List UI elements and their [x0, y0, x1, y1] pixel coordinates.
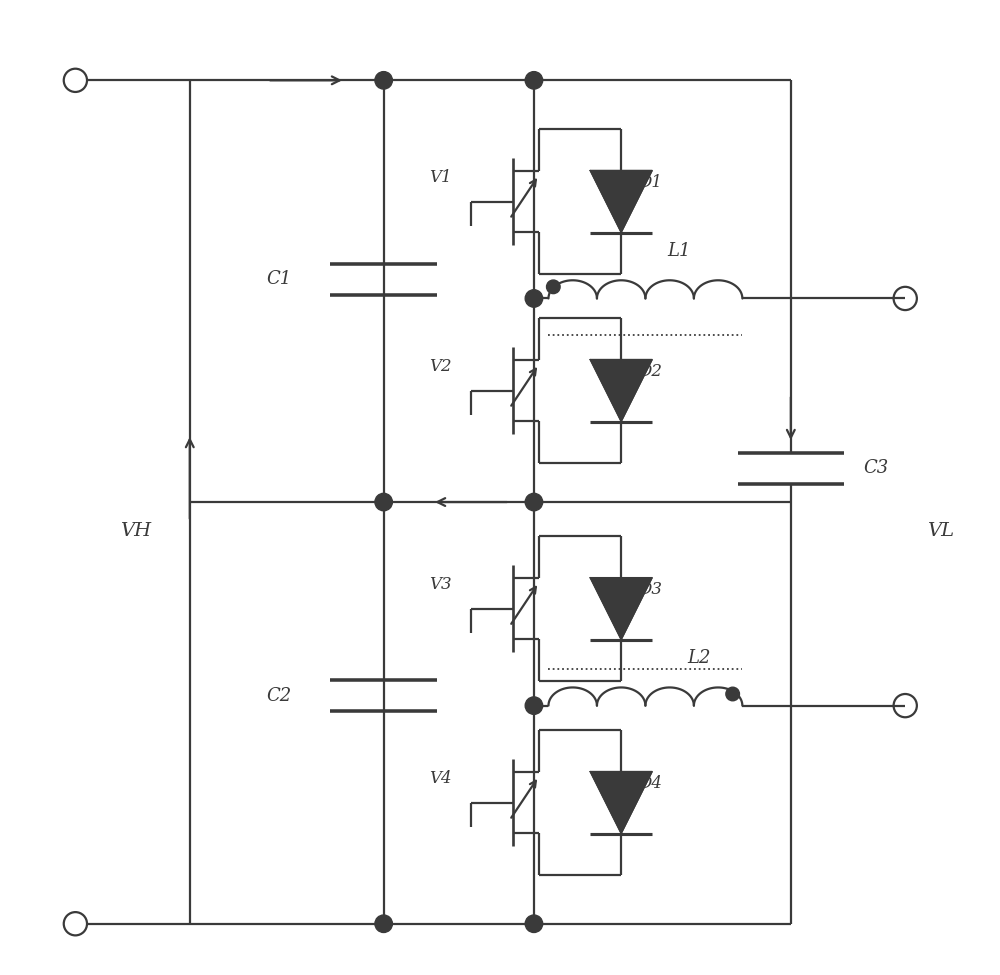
Polygon shape	[590, 171, 652, 232]
Text: D1: D1	[639, 174, 663, 191]
Text: D4: D4	[639, 775, 663, 792]
Text: C1: C1	[266, 270, 292, 288]
Text: VH: VH	[120, 523, 151, 540]
Text: L1: L1	[668, 242, 691, 259]
Circle shape	[525, 915, 543, 932]
Circle shape	[375, 493, 392, 511]
Text: V2: V2	[429, 358, 452, 374]
Circle shape	[375, 71, 392, 89]
Text: D2: D2	[639, 363, 663, 379]
Text: V1: V1	[429, 169, 452, 186]
Circle shape	[525, 697, 543, 715]
Polygon shape	[590, 577, 652, 640]
Circle shape	[525, 71, 543, 89]
Polygon shape	[590, 360, 652, 421]
Text: VL: VL	[927, 523, 954, 540]
Text: L2: L2	[687, 648, 710, 667]
Circle shape	[547, 280, 560, 293]
Text: V3: V3	[429, 576, 452, 593]
Text: D3: D3	[639, 581, 663, 598]
Circle shape	[525, 493, 543, 511]
Circle shape	[726, 687, 739, 701]
Circle shape	[375, 915, 392, 932]
Polygon shape	[590, 771, 652, 834]
Circle shape	[525, 290, 543, 307]
Text: C3: C3	[864, 459, 889, 477]
Text: V4: V4	[429, 770, 452, 787]
Text: C2: C2	[266, 687, 292, 705]
